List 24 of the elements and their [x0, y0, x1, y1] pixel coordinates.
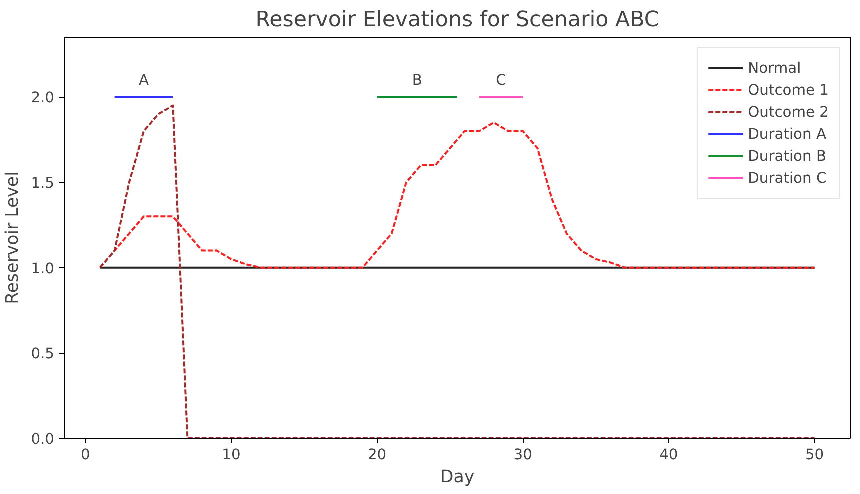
x-tick-label: 20	[368, 446, 387, 464]
y-tick-label: 0.5	[31, 346, 55, 363]
y-tick-label: 1.5	[31, 175, 55, 192]
line-series	[99, 104, 816, 438]
annotation: B	[412, 72, 422, 90]
y-tick-label: 0.0	[31, 431, 55, 448]
y-axis-title: Reservoir Level	[3, 172, 24, 304]
chart-title: Reservoir Elevations for Scenario ABC	[256, 8, 660, 32]
legend-label: Outcome 1	[748, 82, 829, 98]
legend-label: Duration B	[748, 148, 826, 164]
x-axis-title: Day	[440, 468, 475, 488]
y-tick-label: 1.0	[31, 260, 55, 278]
legend-label: Normal	[748, 60, 802, 76]
legend-label: Duration A	[748, 126, 826, 142]
y-tick-label: 2.0	[31, 90, 55, 107]
x-tick-label: 10	[222, 446, 241, 464]
x-tick-label: 0	[80, 446, 90, 464]
x-tick-label: 40	[660, 446, 678, 464]
legend-label: Outcome 2	[748, 104, 829, 120]
legend-label: Duration C	[748, 170, 827, 186]
x-tick-label: 50	[805, 446, 824, 464]
x-tick-label: 30	[514, 446, 532, 464]
annotation: C	[496, 72, 506, 90]
annotation: A	[138, 72, 149, 90]
